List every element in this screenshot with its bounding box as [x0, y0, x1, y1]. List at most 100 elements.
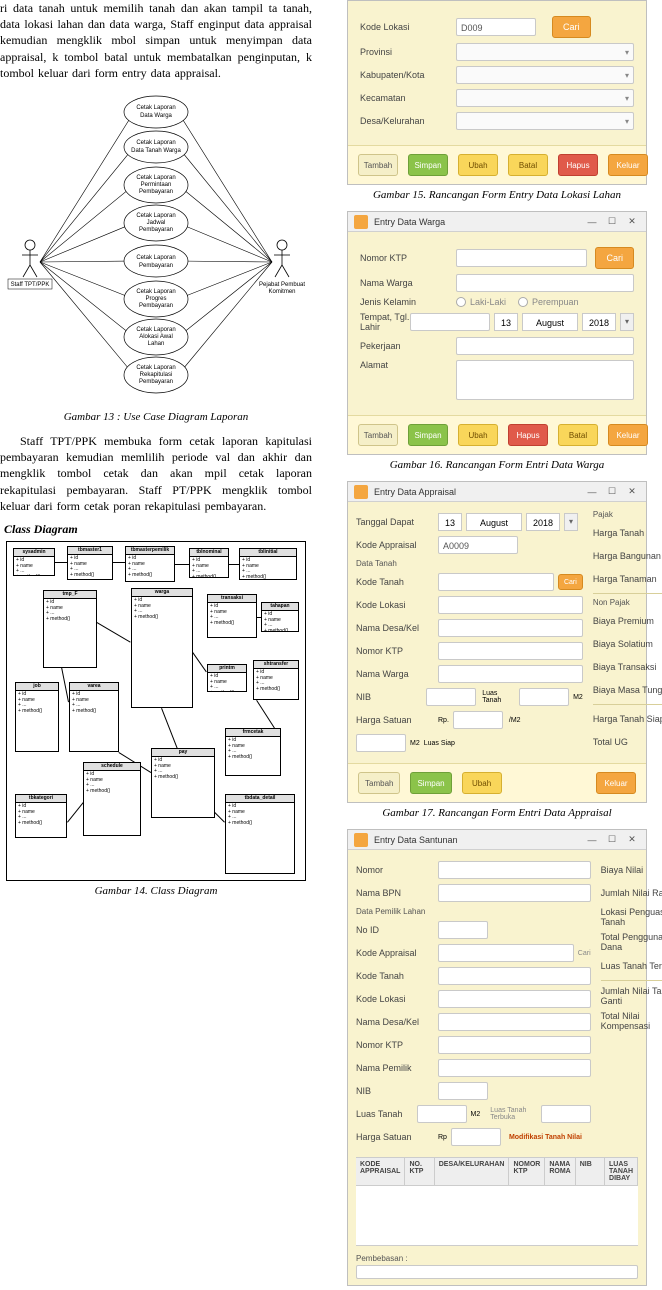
class-box: sysadmin+ id+ name+ ...+ method() [13, 548, 55, 576]
class-box: printm+ id+ name+ ...+ method() [207, 664, 247, 692]
svg-text:Pembayaran: Pembayaran [139, 379, 173, 385]
window-title: Entry Data Santunan [374, 835, 580, 845]
left-column: ri data tanah untuk memilih tanah dan ak… [0, 0, 320, 1290]
desa-label: Desa/Kelurahan [360, 116, 456, 126]
hapus-button[interactable]: Hapus [558, 154, 598, 176]
window-icon [354, 215, 368, 229]
svg-text:Data Warga: Data Warga [140, 113, 172, 119]
nama-warga-input[interactable] [438, 665, 583, 683]
nama-bpn-input[interactable] [438, 884, 591, 902]
harga-satuan-input[interactable] [451, 1128, 501, 1146]
close-icon[interactable]: ✕ [624, 833, 640, 847]
pembebasan-input[interactable] [356, 1265, 638, 1279]
luas-tanah-input[interactable] [417, 1105, 467, 1123]
luas-terbuka-input[interactable] [541, 1105, 591, 1123]
grid-col: NAMA ROMA [545, 1158, 575, 1185]
jk-label: Jenis Kelamin [360, 297, 456, 307]
tempat-input[interactable] [410, 313, 490, 331]
keluar-button[interactable]: Keluar [596, 772, 636, 794]
grid-col: NOMOR KTP [509, 1158, 545, 1185]
close-icon[interactable]: ✕ [624, 215, 640, 229]
svg-text:Alokasi Awal: Alokasi Awal [139, 334, 173, 340]
kode-appraisal-input[interactable]: A0009 [438, 536, 518, 554]
class-box: tbdata_detail+ id+ name+ ...+ method() [225, 794, 295, 874]
radio-perempuan[interactable]: Perempuan [518, 297, 579, 307]
provinsi-select[interactable]: ▾ [456, 43, 634, 61]
harga-satuan-input[interactable] [453, 711, 503, 729]
nama-desa-input[interactable] [438, 1013, 591, 1031]
actor-left-label: Staff TPT/PPK [11, 282, 50, 288]
cari-button[interactable]: Cari [558, 574, 583, 590]
nama-pemilik-input[interactable] [438, 1059, 591, 1077]
no-ktp-input[interactable] [438, 1036, 591, 1054]
maximize-icon[interactable]: ☐ [604, 215, 620, 229]
kode-tanah-input[interactable] [438, 573, 554, 591]
svg-text:Cetak Laporan: Cetak Laporan [136, 175, 175, 181]
kode-lokasi-input[interactable] [438, 596, 583, 614]
minimize-icon[interactable]: — [584, 485, 600, 499]
svg-text:Jadwal: Jadwal [147, 220, 166, 226]
ubah-button[interactable]: Ubah [458, 154, 498, 176]
tambah-button[interactable]: Tambah [358, 772, 400, 794]
tgl-dapat-datepicker[interactable]: 13 August 2018 ▾ [438, 513, 578, 531]
svg-text:Cetak Laporan: Cetak Laporan [136, 255, 175, 261]
class-box: pay+ id+ name+ ...+ method() [151, 748, 215, 818]
simpan-button[interactable]: Simpan [408, 154, 448, 176]
ktp-input[interactable] [456, 249, 587, 267]
class-box: shtransfer+ id+ name+ ...+ method() [253, 660, 299, 700]
class-box: warga+ id+ name+ ...+ method() [131, 588, 193, 708]
minimize-icon[interactable]: — [584, 833, 600, 847]
kode-lokasi-input[interactable]: D009 [456, 18, 536, 36]
keluar-button[interactable]: Keluar [608, 154, 648, 176]
maximize-icon[interactable]: ☐ [604, 485, 620, 499]
kode-tanah-input[interactable] [438, 967, 591, 985]
tambah-button[interactable]: Tambah [358, 424, 398, 446]
batal-button[interactable]: Batal [558, 424, 598, 446]
batal-button[interactable]: Batal [508, 154, 548, 176]
luas-tanah-input[interactable] [519, 688, 569, 706]
close-icon[interactable]: ✕ [624, 485, 640, 499]
cari-button[interactable]: Cari [552, 16, 591, 38]
grid-col: NIB [576, 1158, 605, 1185]
nib-input[interactable] [426, 688, 476, 706]
hapus-button[interactable]: Hapus [508, 424, 548, 446]
no-input[interactable] [438, 861, 591, 879]
keluar-button[interactable]: Keluar [608, 424, 648, 446]
kecamatan-select[interactable]: ▾ [456, 89, 634, 107]
alamat-input[interactable] [456, 360, 634, 400]
class-box: tahapan+ id+ name+ ...+ method() [261, 602, 299, 632]
class-diagram: sysadmin+ id+ name+ ...+ method()tbmaste… [6, 541, 306, 881]
simpan-button[interactable]: Simpan [410, 772, 451, 794]
grid-col: LUAS TANAH DIBAY [605, 1158, 638, 1185]
ttl-label: Tempat, Tgl. Lahir [360, 312, 410, 332]
luas-siap-input[interactable] [356, 734, 406, 752]
nama-desa-input[interactable] [438, 619, 583, 637]
ubah-button[interactable]: Ubah [458, 424, 498, 446]
window-icon [354, 833, 368, 847]
tgl-lahir-datepicker[interactable]: 13 August 2018 ▾ [494, 313, 634, 331]
nib-input[interactable] [438, 1082, 488, 1100]
pekerjaan-input[interactable] [456, 337, 634, 355]
grid-col: DESA/KELURAHAN [435, 1158, 510, 1185]
svg-text:Rekapitulasi: Rekapitulasi [140, 372, 173, 378]
radio-laki[interactable]: Laki-Laki [456, 297, 506, 307]
nama-input[interactable] [456, 274, 634, 292]
desa-select[interactable]: ▾ [456, 112, 634, 130]
no-ktp-input[interactable] [438, 642, 583, 660]
class-box: tbkategori+ id+ name+ ...+ method() [15, 794, 67, 838]
class-box: transaksi+ id+ name+ ...+ method() [207, 594, 257, 638]
tambah-button[interactable]: Tambah [358, 154, 398, 176]
kode-appraisal-input[interactable] [438, 944, 574, 962]
cari-button[interactable]: Cari [595, 247, 634, 269]
ubah-button[interactable]: Ubah [462, 772, 502, 794]
maximize-icon[interactable]: ☐ [604, 833, 620, 847]
kode-lokasi-input[interactable] [438, 990, 591, 1008]
kabupaten-select[interactable]: ▾ [456, 66, 634, 84]
grid-body[interactable] [356, 1186, 638, 1246]
simpan-button[interactable]: Simpan [408, 424, 448, 446]
minimize-icon[interactable]: — [584, 215, 600, 229]
svg-text:Permintaan: Permintaan [141, 182, 172, 188]
form-entry-warga: Entry Data Warga — ☐ ✕ Nomor KTP Cari Na… [347, 211, 647, 455]
svg-text:Pembayaran: Pembayaran [139, 303, 173, 309]
no-id-input[interactable] [438, 921, 488, 939]
